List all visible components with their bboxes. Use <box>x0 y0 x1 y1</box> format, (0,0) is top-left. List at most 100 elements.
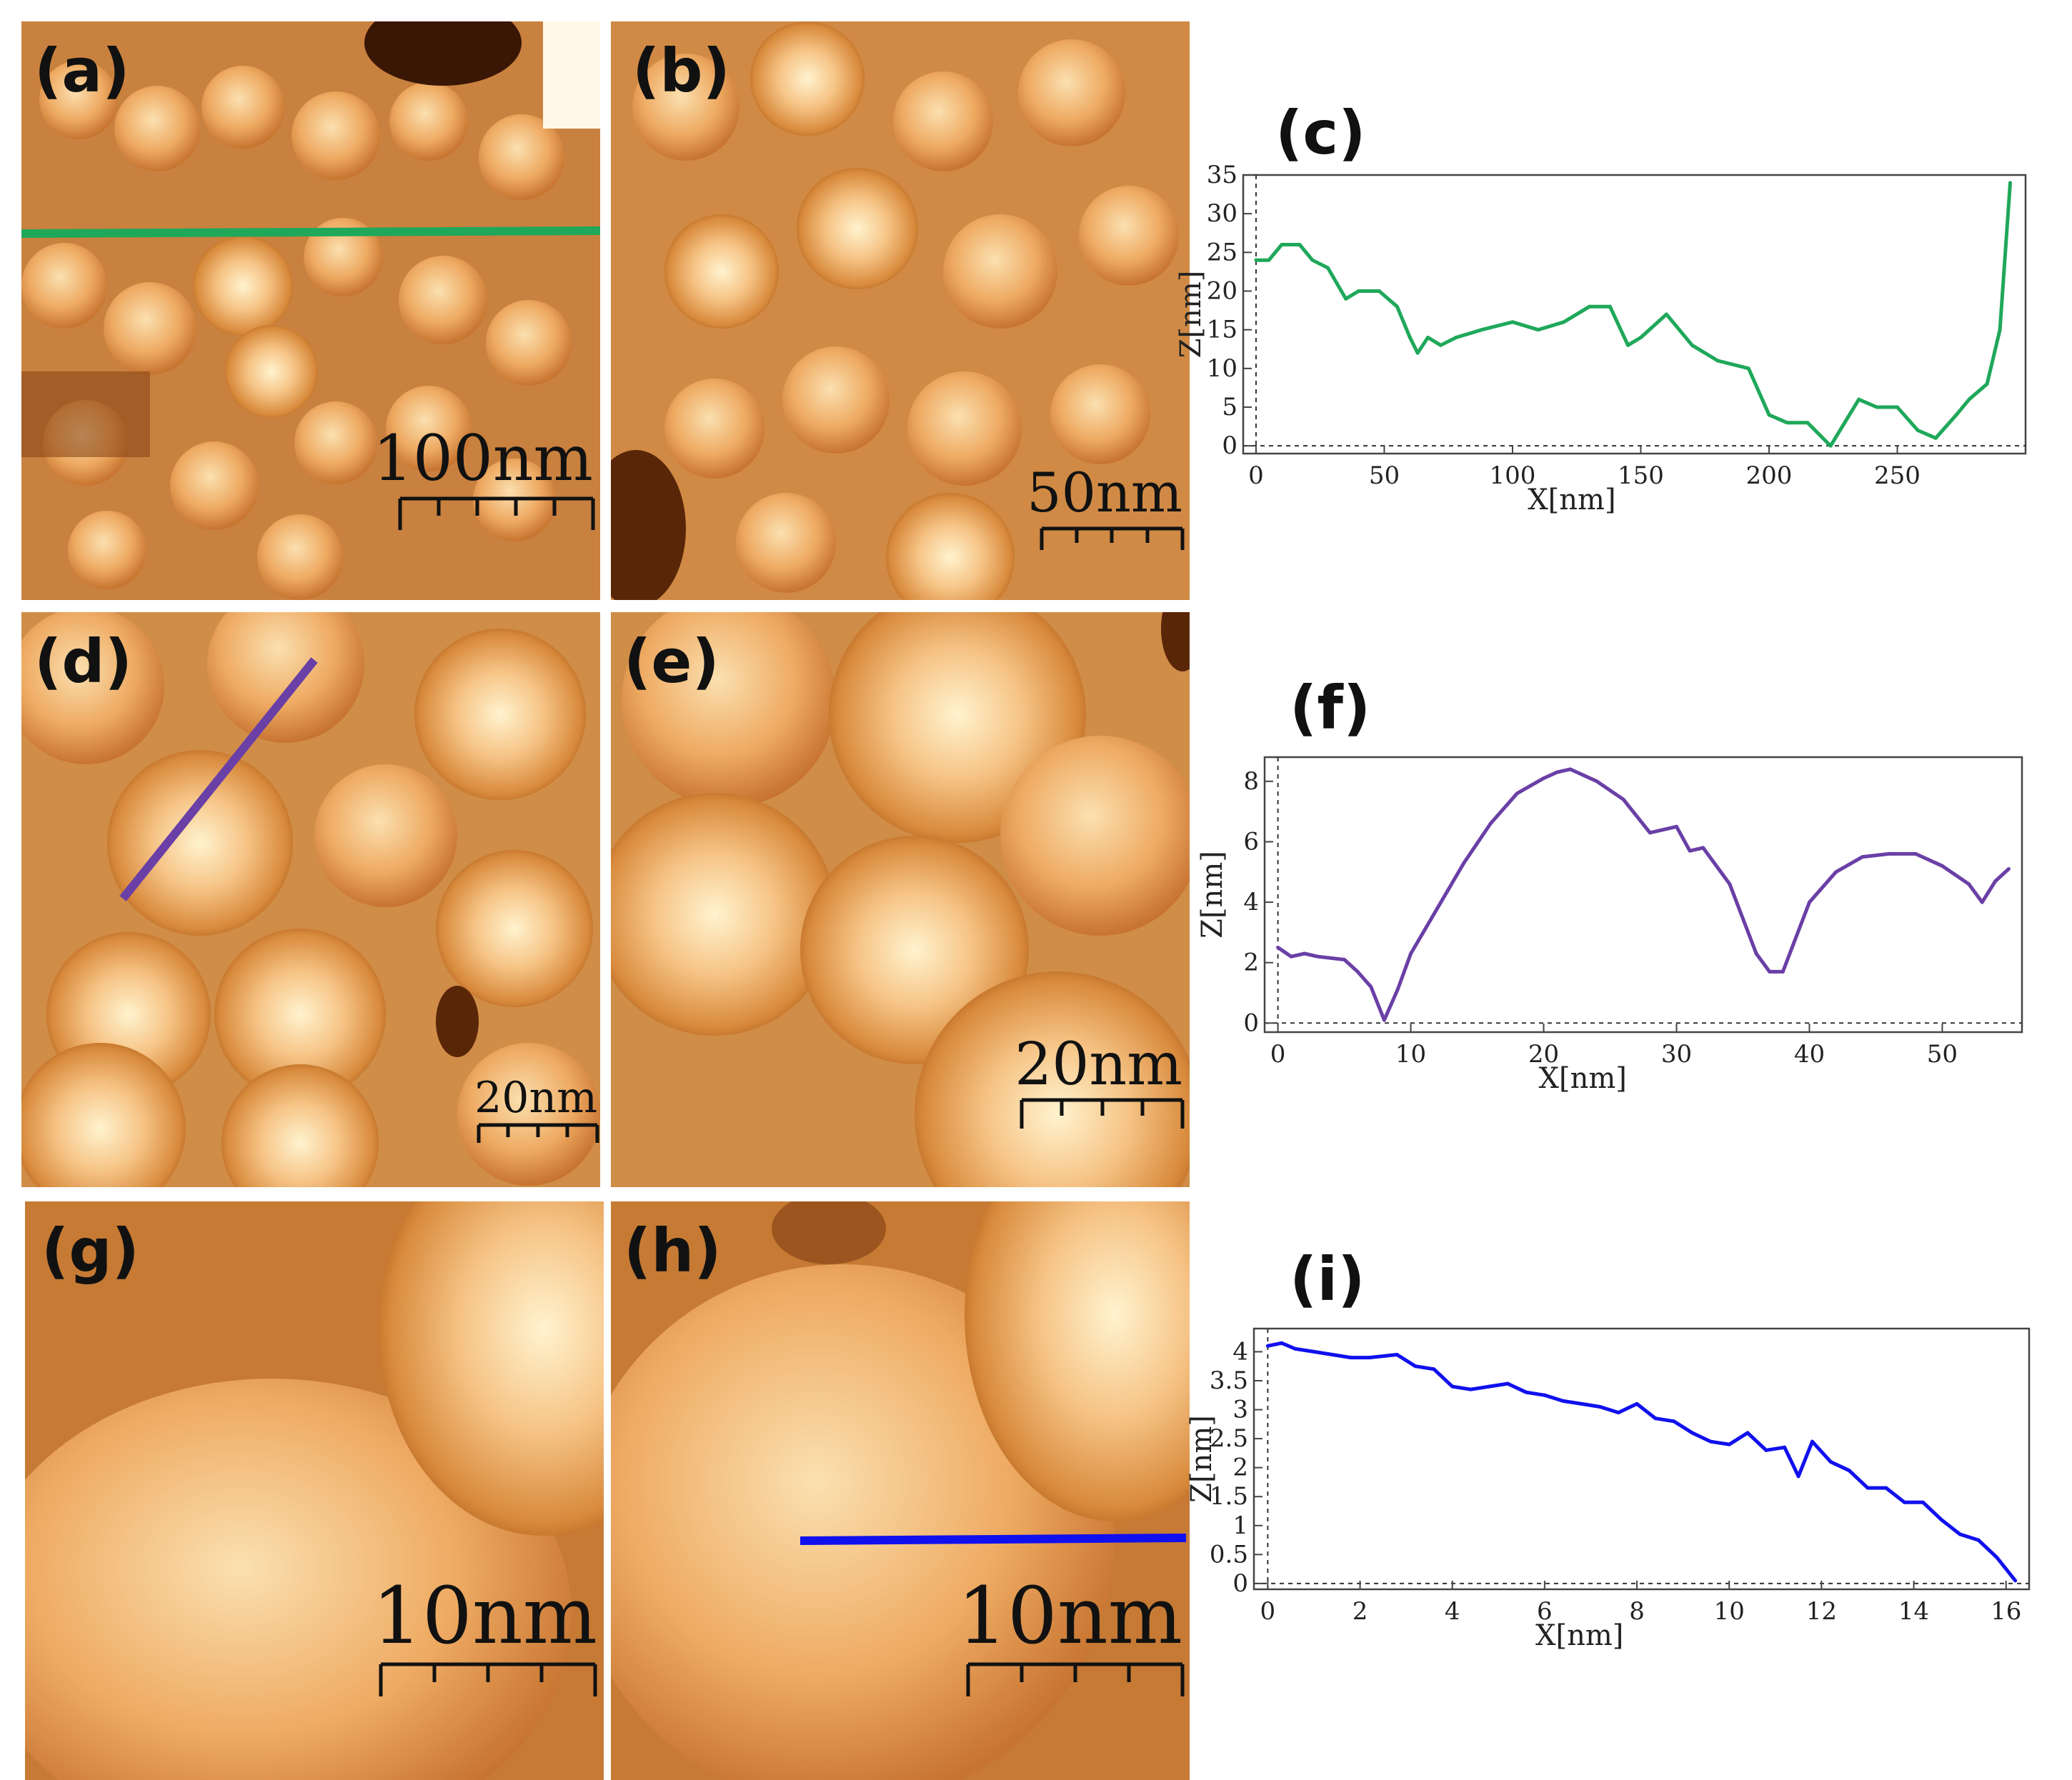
plot-frame <box>1263 756 2023 1034</box>
data-point <box>2006 867 2011 871</box>
data-point <box>1834 870 1838 874</box>
panel-label-h: (h) <box>624 1216 722 1286</box>
x-tick-label: 6 <box>1537 1597 1553 1626</box>
scale-bar-label-d: 20nm <box>474 1073 597 1123</box>
y-tick-label: 35 <box>1207 161 1237 189</box>
data-point <box>1764 1448 1768 1452</box>
y-tick-label: 2 <box>1243 949 1259 977</box>
x-tick-label: 0 <box>1260 1597 1276 1626</box>
x-tick-label: 16 <box>1991 1597 2021 1626</box>
y-tick-label: 10 <box>1207 354 1237 383</box>
data-point <box>1866 1486 1870 1490</box>
data-point <box>1303 951 1307 956</box>
afm-grains-e <box>611 612 1190 1187</box>
data-point <box>1887 851 1891 856</box>
data-point <box>1861 855 1865 859</box>
data-point <box>1289 954 1293 959</box>
data-point <box>1933 436 1938 440</box>
y-tick-label: 8 <box>1243 767 1259 796</box>
data-point <box>1767 413 1771 417</box>
data-point <box>1425 336 1430 339</box>
data-point <box>1349 1356 1353 1360</box>
data-point <box>1967 882 1971 886</box>
data-point <box>1690 1431 1695 1435</box>
panel-label-g: (g) <box>41 1216 139 1286</box>
x-tick-label: 0 <box>1248 461 1264 490</box>
x-tick-label: 2 <box>1353 1597 1368 1626</box>
data-point <box>1357 289 1361 293</box>
x-tick-label: 100 <box>1490 461 1536 490</box>
data-point <box>1265 1344 1270 1348</box>
profile-line-a <box>21 226 601 238</box>
y-tick-label: 1 <box>1232 1511 1248 1540</box>
y-tick-label: 3.5 <box>1210 1366 1248 1395</box>
data-point <box>1976 1538 1981 1542</box>
data-point <box>1967 397 1971 401</box>
x-tick-label: 12 <box>1806 1597 1837 1626</box>
scale-bar-e <box>1020 1098 1185 1129</box>
x-tick-label: 0 <box>1270 1040 1286 1069</box>
data-point <box>1343 957 1347 961</box>
scale-bar-label-g: 10nm <box>372 1570 597 1661</box>
data-point <box>1921 1500 1925 1504</box>
data-point <box>1561 1399 1565 1403</box>
panel-label-b: (b) <box>632 36 730 106</box>
data-point <box>1875 405 1879 409</box>
data-point <box>1664 312 1668 316</box>
data-point <box>1280 243 1284 246</box>
line-chart-i: (i)0 2 4 6 8 10 12 14 1600.511.522.533.54X[nm]Z[… <box>1185 1244 2031 1652</box>
y-tick-label: 4 <box>1232 1337 1248 1366</box>
data-point <box>1626 343 1630 347</box>
afm-grains-h <box>611 1201 1190 1780</box>
scale-bar-h <box>966 1662 1185 1696</box>
afm-grains-a <box>21 21 600 600</box>
data-point <box>1438 343 1443 347</box>
data-point <box>1293 1346 1298 1351</box>
scale-bar-d <box>477 1123 599 1143</box>
scale-bar-b <box>1040 526 1185 550</box>
data-point <box>1276 946 1280 950</box>
panel-label-a: (a) <box>34 36 129 106</box>
data-point <box>1807 900 1811 904</box>
data-point <box>1993 879 1998 883</box>
data-point <box>1254 258 1258 262</box>
data-point <box>1895 405 1899 409</box>
scale-bar-label-h: 10nm <box>957 1570 1182 1661</box>
data-point <box>1810 1439 1814 1444</box>
data-point <box>1562 320 1566 324</box>
data-point <box>1954 413 1958 417</box>
panel-d: (d) 20nm <box>21 612 600 1187</box>
data-point <box>1377 289 1381 293</box>
data-point <box>2013 1579 2018 1583</box>
data-point <box>1701 846 1705 850</box>
y-axis-title: Z[nm] <box>1175 271 1207 359</box>
x-axis-title: X[nm] <box>1535 1619 1623 1652</box>
scale-bar-label-b: 50nm <box>1027 461 1182 524</box>
profile-line-d <box>119 657 318 901</box>
y-tick-label: 0.5 <box>1210 1540 1248 1569</box>
data-point <box>1369 985 1373 989</box>
panel-h: (h) 10nm <box>611 1201 1190 1780</box>
data-point <box>1847 1469 1851 1473</box>
data-point <box>1998 328 2002 332</box>
data-point <box>1325 266 1330 270</box>
y-axis-title: Z[nm] <box>1185 1415 1218 1503</box>
data-point <box>1395 988 1400 992</box>
panel-a: (a) 100nm <box>21 21 601 600</box>
data-point <box>1536 328 1540 332</box>
data-point <box>1939 1518 1943 1522</box>
data-point <box>1648 831 1652 835</box>
data-point <box>1542 776 1546 781</box>
y-tick-label: 20 <box>1207 277 1237 306</box>
y-tick-label: 0 <box>1232 1569 1248 1598</box>
data-point <box>1608 304 1612 309</box>
data-point <box>1780 969 1785 974</box>
scale-bar-g <box>379 1662 597 1696</box>
data-point <box>1344 296 1348 301</box>
data-point <box>1488 821 1493 826</box>
panel-b: (b) 50nm <box>611 21 1190 600</box>
y-tick-label: 25 <box>1207 238 1237 266</box>
data-point <box>1805 421 1810 425</box>
data-point <box>1588 304 1592 309</box>
data-point <box>1555 770 1559 774</box>
